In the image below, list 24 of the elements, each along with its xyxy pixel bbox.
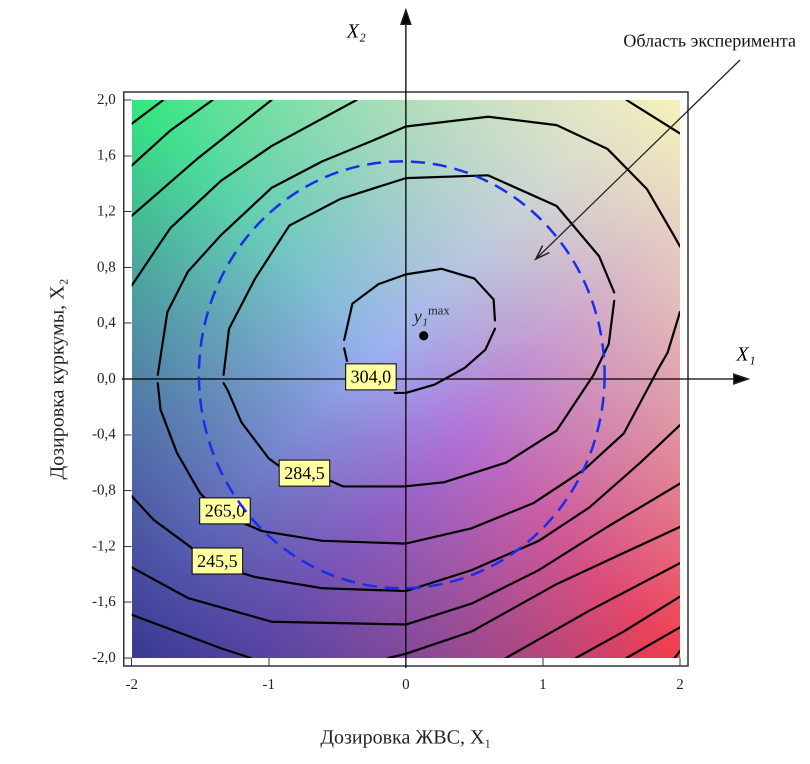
series-label: 304,0 (350, 366, 392, 387)
ref-line-label: X₁ (735, 343, 756, 366)
y-tick-label: 1,2 (96, 204, 116, 220)
y-tick-label: -1,6 (92, 594, 116, 610)
y-tick-label: -2,0 (92, 650, 116, 666)
x-axis-title: Дозировка ЖВС, X₁ (320, 726, 492, 748)
series-label: 245,5 (197, 550, 238, 571)
y-tick-label: 2,0 (96, 92, 116, 108)
x-tick-label: -1 (262, 676, 276, 693)
x-tick-label: 1 (539, 676, 547, 693)
y-tick-label: 1,6 (96, 148, 116, 164)
series-label: 284,5 (284, 462, 325, 483)
text: Область эксперимента (623, 30, 796, 51)
y-tick-label: -1,2 (92, 538, 116, 554)
y-tick-label: 0,4 (96, 315, 116, 332)
y-tick-label: -0,8 (92, 482, 116, 499)
y-axis-title: Дозировка куркумы, X₂ (46, 278, 68, 480)
x-tick-label: 2 (676, 676, 684, 693)
ref-line-label: X₂ (346, 20, 366, 42)
y-tick-label: -0,4 (92, 426, 116, 443)
y-tick-label: 0,0 (96, 370, 116, 387)
y-tick-label: 0,8 (96, 259, 116, 276)
x-tick-label: -2 (125, 676, 138, 693)
x-tick-label: 0 (402, 676, 410, 693)
